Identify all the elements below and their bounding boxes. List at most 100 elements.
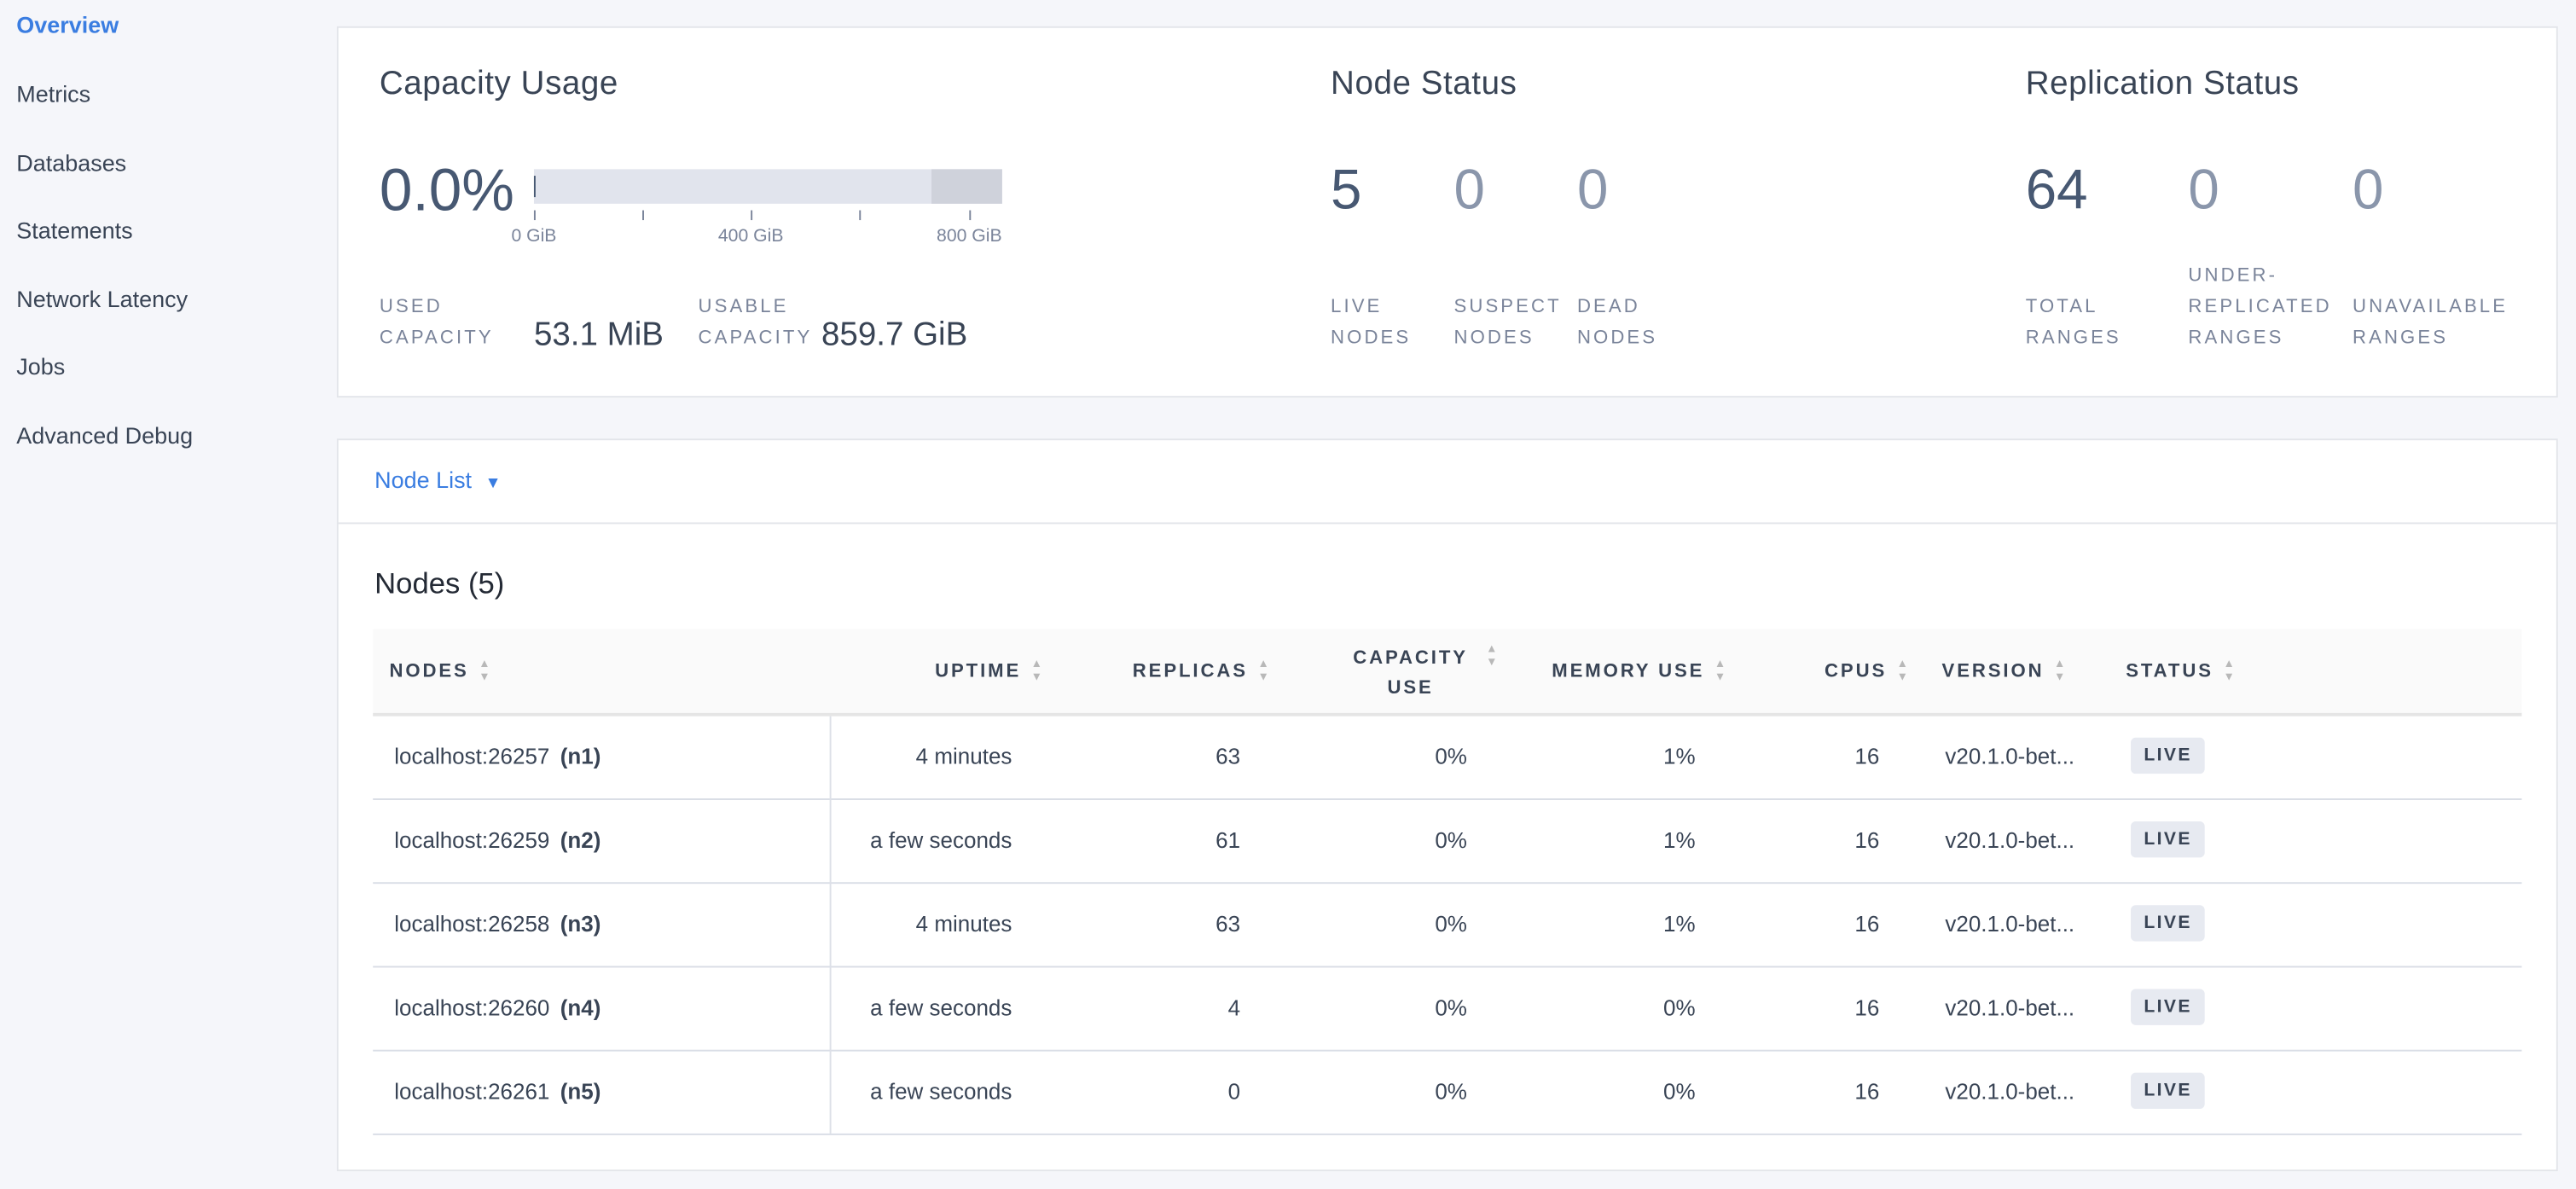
label-line: RANGES (2353, 328, 2449, 349)
column-header-label: STATUS (2126, 662, 2213, 682)
column-divider (829, 716, 832, 1134)
status-badge: LIVE (2131, 989, 2206, 1025)
sidebar-item-overview[interactable]: Overview (16, 11, 119, 38)
sidebar-item-network-latency[interactable]: Network Latency (16, 286, 189, 312)
node-host: localhost:26259 (394, 827, 550, 853)
uptime: a few seconds (870, 827, 1012, 853)
label-line: LIVE (1331, 297, 1383, 317)
capacity-use: 0% (1435, 744, 1467, 769)
column-header[interactable]: STATUS ▲ ▼ (2126, 658, 2237, 685)
sort-icon[interactable]: ▲ ▼ (1714, 658, 1729, 684)
tick-label: 400 GiB (717, 226, 784, 246)
column-header[interactable]: UPTIME ▲ ▼ (935, 658, 1045, 685)
total-ranges-label: TOTAL RANGES (2026, 293, 2121, 355)
column-header[interactable]: CAPACITY USE ▲ ▼ (1345, 644, 1500, 703)
uptime: a few seconds (870, 995, 1012, 1021)
column-header-label: CAPACITY USE (1353, 648, 1468, 699)
under-replicated-ranges-value: 0 (2188, 159, 2219, 223)
label-line: UNDER- (2188, 266, 2278, 287)
suspect-nodes-label: SUSPECT NODES (1454, 293, 1562, 355)
label-line: USED (379, 297, 443, 317)
table-row[interactable]: localhost:26258 (n3) 4 minutes 63 0% 1% 16 v20.… (373, 884, 2522, 968)
node-host: localhost:26257 (394, 744, 550, 769)
label-line: NODES (1453, 328, 1535, 349)
sort-icon[interactable]: ▲ ▼ (1486, 643, 1500, 669)
table-row[interactable]: localhost:26260 (n4) a few seconds 4 0% 0% 16 v… (373, 967, 2522, 1052)
memory-use: 0% (1663, 995, 1696, 1021)
usable-capacity-label: USABLE CAPACITY (699, 293, 813, 355)
version: v20.1.0-bet... (1945, 995, 2075, 1021)
cpus: 16 (1854, 744, 1880, 769)
live-nodes-value: 5 (1331, 159, 1362, 223)
sidebar-item-databases[interactable]: Databases (16, 149, 127, 177)
table-row[interactable]: localhost:26259 (n2) a few seconds 61 0% 1% 16… (373, 800, 2522, 884)
label-line: RANGES (2188, 328, 2284, 349)
dropdown-label: Node List (374, 466, 473, 493)
column-header[interactable]: MEMORY USE ▲ ▼ (1552, 658, 1728, 685)
used-capacity-label: USED CAPACITY (380, 293, 494, 355)
cpus: 16 (1854, 911, 1880, 937)
label-line: DEAD (1576, 297, 1640, 317)
label-line: USABLE (698, 297, 789, 317)
memory-use: 1% (1663, 827, 1696, 853)
version: v20.1.0-bet... (1945, 827, 2075, 853)
column-header-label: VERSION (1941, 662, 2045, 682)
tick (533, 210, 536, 221)
column-header[interactable]: NODES ▲ ▼ (389, 658, 492, 685)
status-badge: LIVE (2131, 1072, 2206, 1110)
cpus: 16 (1854, 1079, 1880, 1105)
sidebar-item-metrics[interactable]: Metrics (16, 80, 91, 107)
replicas: 0 (1227, 1079, 1241, 1105)
sort-icon[interactable]: ▲ ▼ (1896, 658, 1911, 684)
node-id: (n4) (560, 995, 601, 1021)
tick (969, 210, 972, 221)
sidebar-item-statements[interactable]: Statements (16, 217, 133, 244)
node-host: localhost:26260 (394, 995, 550, 1021)
sort-icon[interactable]: ▲ ▼ (1257, 658, 1272, 684)
sort-icon[interactable]: ▲ ▼ (2054, 658, 2068, 684)
sort-icon[interactable]: ▲ ▼ (1030, 658, 1045, 684)
tick (751, 210, 753, 221)
label-line: RANGES (2025, 328, 2121, 349)
dead-nodes-label: DEAD NODES (1577, 293, 1657, 355)
node-list-dropdown[interactable]: Node List ▼ (374, 467, 501, 493)
replicas: 61 (1215, 827, 1241, 853)
cpus: 16 (1854, 995, 1880, 1021)
tick-label: 0 GiB (511, 226, 557, 246)
uptime: 4 minutes (915, 911, 1012, 937)
label-line: TOTAL (2025, 297, 2098, 317)
capacity-percent: 0.0% (379, 155, 514, 223)
column-header[interactable]: CPUS ▲ ▼ (1825, 658, 1911, 685)
unavailable-ranges-label: UNAVAILABLE RANGES (2353, 293, 2508, 355)
capacity-usage-title: Capacity Usage (379, 66, 618, 102)
replication-status-title: Replication Status (2025, 66, 2300, 102)
column-header[interactable]: REPLICAS ▲ ▼ (1133, 658, 1272, 685)
label-line: NODES (1576, 328, 1658, 349)
capacity-bar-used (533, 176, 536, 198)
node-id: (n5) (560, 1079, 601, 1105)
table-row[interactable]: localhost:26261 (n5) a few seconds 0 0% 0% 16 v… (373, 1052, 2522, 1135)
cluster-summary-card (336, 26, 2558, 398)
node-list-header (336, 438, 2558, 525)
memory-use: 1% (1663, 911, 1696, 937)
sidebar-item-jobs[interactable]: Jobs (16, 353, 66, 380)
table-header (373, 629, 2522, 716)
label-line: SUSPECT (1453, 297, 1562, 317)
sort-icon[interactable]: ▲ ▼ (479, 658, 493, 684)
column-header[interactable]: VERSION ▲ ▼ (1942, 658, 2068, 685)
memory-use: 0% (1663, 1079, 1696, 1105)
table-row[interactable]: localhost:26257 (n1) 4 minutes 63 0% 1% 16 v20.… (373, 716, 2522, 800)
capacity-bar (533, 169, 1002, 204)
live-nodes-label: LIVE NODES (1331, 293, 1411, 355)
node-id: (n1) (560, 744, 601, 769)
column-header-label: NODES (389, 662, 469, 682)
tick (642, 210, 644, 221)
node-host: localhost:26261 (394, 1079, 550, 1105)
memory-use: 1% (1663, 744, 1696, 769)
tick-label: 800 GiB (937, 226, 1002, 246)
sort-icon[interactable]: ▲ ▼ (2223, 658, 2237, 684)
status-badge: LIVE (2131, 821, 2206, 858)
capacity-use: 0% (1435, 827, 1467, 853)
replicas: 63 (1215, 744, 1241, 769)
sidebar-item-advanced-debug[interactable]: Advanced Debug (16, 421, 194, 449)
